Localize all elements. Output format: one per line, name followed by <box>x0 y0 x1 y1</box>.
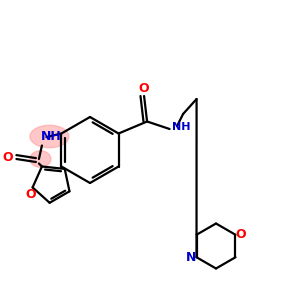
Text: O: O <box>236 228 246 241</box>
Text: O: O <box>26 188 36 200</box>
Text: NH: NH <box>40 130 61 143</box>
Text: NH: NH <box>172 122 190 133</box>
Text: O: O <box>3 151 13 164</box>
Ellipse shape <box>30 151 51 167</box>
Text: O: O <box>139 82 149 95</box>
Ellipse shape <box>30 125 69 148</box>
Text: N: N <box>186 251 196 264</box>
